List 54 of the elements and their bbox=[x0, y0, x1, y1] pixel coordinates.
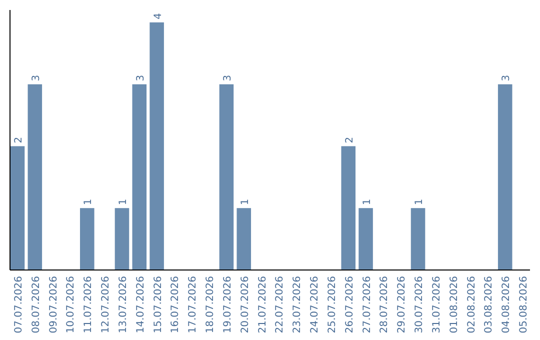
data-label: 1 bbox=[83, 198, 94, 206]
data-label: 4 bbox=[152, 13, 164, 20]
bar bbox=[498, 84, 512, 270]
x-tick-label: 21.07.2026 bbox=[257, 276, 268, 334]
x-tick-label: 30.07.2026 bbox=[414, 276, 426, 334]
x-tick-label: 22.07.2026 bbox=[274, 276, 286, 334]
x-tick-label: 04.08.2026 bbox=[501, 276, 512, 334]
x-tick-label: 08.07.2026 bbox=[30, 276, 42, 334]
x-tick-label: 14.07.2026 bbox=[135, 276, 146, 334]
bar bbox=[114, 208, 130, 270]
x-tick-label: 16.07.2026 bbox=[170, 276, 182, 334]
x-tick-label: 24.07.2026 bbox=[310, 276, 321, 334]
bar bbox=[80, 208, 94, 270]
bar bbox=[410, 208, 426, 270]
bar bbox=[358, 208, 373, 270]
x-tick-label: 10.07.2026 bbox=[66, 276, 77, 334]
bar bbox=[150, 22, 164, 270]
x-tick-label: 31.07.2026 bbox=[431, 276, 442, 334]
x-tick-label: 12.07.2026 bbox=[100, 276, 112, 334]
data-label: 1 bbox=[240, 198, 251, 206]
x-tick-label: 05.08.2026 bbox=[518, 276, 530, 334]
bar bbox=[132, 84, 147, 270]
data-label: 3 bbox=[501, 74, 512, 82]
x-tick-label: 17.07.2026 bbox=[188, 276, 199, 334]
x-tick-label: 11.07.2026 bbox=[83, 276, 94, 334]
data-label: 1 bbox=[118, 198, 129, 206]
bar bbox=[236, 208, 252, 270]
x-tick-label: 20.07.2026 bbox=[240, 276, 251, 334]
x-tick-label: 29.07.2026 bbox=[396, 276, 408, 334]
x-tick-label: 01.08.2026 bbox=[448, 276, 460, 334]
bar bbox=[341, 146, 356, 270]
x-tick-label: 09.07.2026 bbox=[48, 276, 60, 334]
x-tick-label: 07.07.2026 bbox=[13, 276, 24, 334]
x-tick-label: 27.07.2026 bbox=[362, 276, 373, 334]
data-label: 1 bbox=[362, 198, 373, 206]
data-label: 1 bbox=[414, 198, 426, 206]
x-tick-label: 26.07.2026 bbox=[344, 276, 356, 334]
data-label: 3 bbox=[222, 74, 234, 82]
x-tick-label: 25.07.2026 bbox=[326, 276, 338, 334]
bar bbox=[219, 84, 234, 270]
data-label: 3 bbox=[30, 74, 42, 82]
data-label: 2 bbox=[13, 136, 24, 144]
x-tick-label: 13.07.2026 bbox=[118, 276, 129, 334]
bar bbox=[28, 84, 42, 270]
x-tick-label: 02.08.2026 bbox=[466, 276, 478, 334]
x-tick-label: 15.07.2026 bbox=[152, 276, 164, 334]
data-label: 2 bbox=[344, 136, 356, 144]
x-tick-label: 23.07.2026 bbox=[292, 276, 304, 334]
x-tick-label: 19.07.2026 bbox=[222, 276, 234, 334]
x-tick-label: 28.07.2026 bbox=[379, 276, 390, 334]
x-tick-label: 03.08.2026 bbox=[484, 276, 495, 334]
data-label: 3 bbox=[135, 74, 146, 82]
x-tick-label: 18.07.2026 bbox=[205, 276, 216, 334]
bar bbox=[10, 146, 25, 270]
